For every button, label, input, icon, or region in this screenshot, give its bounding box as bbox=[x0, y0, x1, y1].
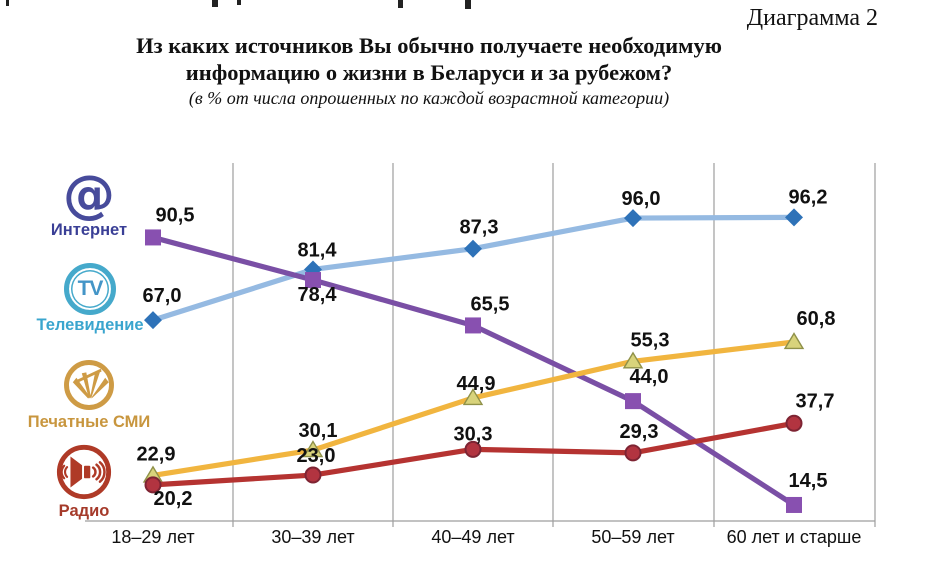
data-point-label: 44,9 bbox=[457, 373, 496, 395]
chart-title-line1: Из каких источников Вы обычно получаете … bbox=[136, 33, 722, 58]
chart-subtitle: (в % от числа опрошенных по каждой возра… bbox=[188, 88, 670, 108]
data-point-marker bbox=[465, 317, 481, 334]
newspaper-icon bbox=[64, 360, 114, 410]
speaker-icon bbox=[56, 444, 112, 500]
cropped-text-fragment bbox=[6, 0, 9, 6]
legend-label-tv: Телевидение bbox=[36, 316, 144, 334]
legend-label-internet: Интернет bbox=[50, 221, 128, 239]
legend-item-print: Печатные СМИ bbox=[25, 358, 153, 432]
tv-icon-text: TV bbox=[77, 277, 104, 300]
data-point-marker bbox=[786, 496, 802, 513]
data-point-marker bbox=[625, 393, 641, 410]
x-axis-label: 30–39 лет bbox=[271, 527, 354, 547]
data-point-marker bbox=[624, 209, 642, 228]
data-point-marker bbox=[464, 239, 482, 258]
legend-label-radio: Радио bbox=[58, 502, 110, 520]
data-point-label: 60,8 bbox=[797, 308, 836, 330]
data-point-marker bbox=[144, 476, 162, 494]
x-axis-label: 60 лет и старше bbox=[727, 527, 862, 547]
cropped-text-fragment bbox=[237, 0, 241, 5]
diagram-number-label: Диаграмма 2 bbox=[746, 5, 878, 31]
data-point-label: 37,7 bbox=[796, 390, 835, 412]
data-point-label: 23,0 bbox=[297, 445, 336, 467]
data-point-marker bbox=[304, 466, 322, 484]
data-point-label: 30,3 bbox=[454, 423, 493, 445]
data-point-marker bbox=[302, 440, 324, 458]
cropped-text-fragment bbox=[212, 0, 218, 7]
legend-item-radio: Радио bbox=[20, 443, 148, 521]
data-point-marker bbox=[145, 229, 161, 246]
legend-label-print: Печатные СМИ bbox=[27, 413, 151, 431]
legend-item-tv: TV Телевидение bbox=[26, 263, 154, 335]
data-point-label: 78,4 bbox=[298, 284, 338, 306]
data-point-label: 67,0 bbox=[143, 285, 182, 307]
data-point-marker bbox=[785, 208, 803, 227]
data-point-marker bbox=[783, 332, 805, 350]
at-icon: @ bbox=[63, 165, 115, 225]
data-point-label: 30,1 bbox=[299, 420, 338, 442]
series-line-0 bbox=[150, 234, 797, 508]
x-axis-label: 18–29 лет bbox=[111, 527, 194, 547]
data-point-label: 96,0 bbox=[622, 188, 661, 210]
chart-title-block: Из каких источников Вы обычно получаете … bbox=[0, 33, 858, 109]
tv-icon: TV bbox=[64, 263, 116, 315]
data-point-label: 29,3 bbox=[620, 421, 659, 443]
data-point-marker bbox=[785, 414, 803, 432]
data-point-label: 81,4 bbox=[298, 239, 338, 261]
data-point-label: 96,2 bbox=[789, 186, 828, 208]
cropped-text-fragment bbox=[398, 0, 403, 8]
data-point-marker bbox=[464, 440, 482, 458]
x-axis-label: 40–49 лет bbox=[431, 527, 514, 547]
legend-item-internet: @ Интернет bbox=[25, 165, 153, 240]
x-axis-label: 50–59 лет bbox=[591, 527, 674, 547]
data-point-label: 90,5 bbox=[156, 204, 195, 226]
data-point-marker bbox=[305, 272, 321, 289]
data-point-label: 14,5 bbox=[789, 470, 828, 492]
data-point-marker bbox=[624, 444, 642, 462]
data-point-label: 55,3 bbox=[631, 329, 670, 351]
data-point-label: 20,2 bbox=[154, 488, 193, 510]
data-point-label: 65,5 bbox=[471, 293, 510, 315]
data-point-marker bbox=[462, 388, 484, 406]
cropped-text-fragment bbox=[465, 0, 471, 9]
data-point-marker bbox=[144, 311, 162, 330]
data-point-label: 44,0 bbox=[630, 366, 669, 388]
chart-title-line2: информацию о жизни в Беларуси и за рубеж… bbox=[185, 59, 673, 85]
data-point-label: 22,9 bbox=[137, 443, 176, 465]
data-point-marker bbox=[622, 351, 644, 369]
data-point-label: 87,3 bbox=[460, 217, 499, 239]
